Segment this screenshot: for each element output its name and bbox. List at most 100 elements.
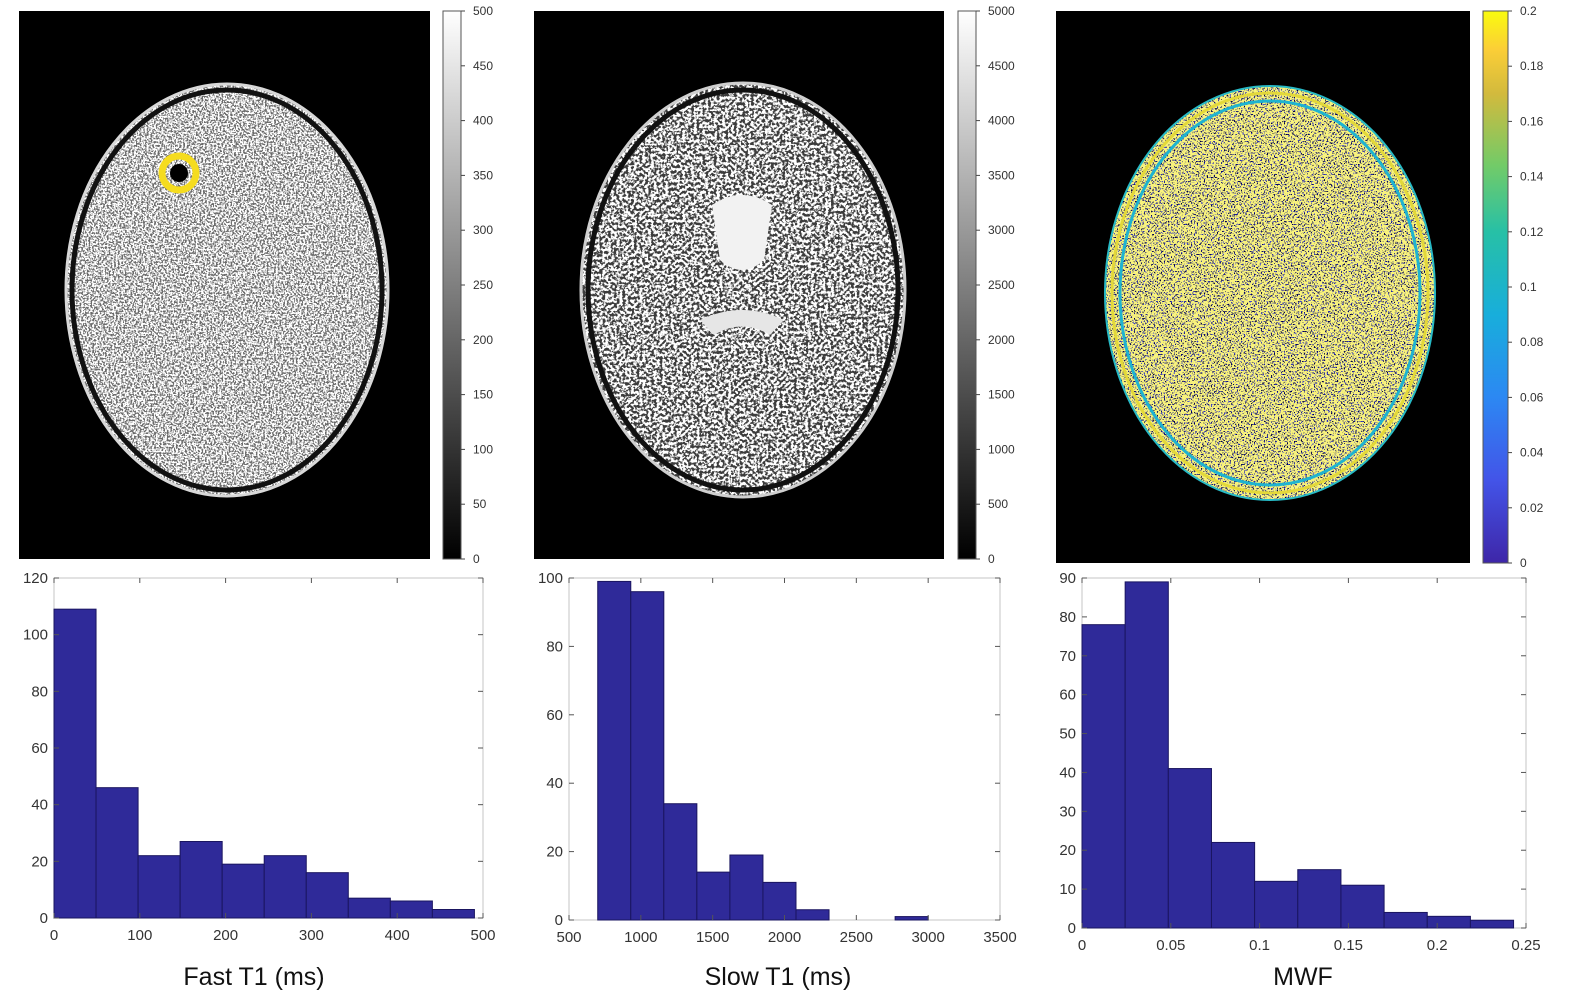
y-tick-label: 80 — [1059, 609, 1076, 626]
y-tick-label: 50 — [1059, 726, 1076, 743]
histogram-bar — [1210, 841, 1256, 929]
colorbar-tick-label: 150 — [473, 388, 493, 402]
histogram-bar — [305, 872, 349, 919]
y-tick-label: 100 — [23, 627, 48, 644]
histogram-bar — [221, 863, 265, 919]
colorbar-tick-label: 0.06 — [1520, 390, 1544, 404]
histogram-bar — [347, 897, 391, 919]
colorbar-tick-label: 0 — [988, 552, 995, 566]
colorbar-tick-label: 250 — [473, 278, 493, 292]
fast-t1-colorbar — [442, 10, 462, 560]
fast-t1-xlabel: Fast T1 (ms) — [183, 963, 324, 991]
colorbar-tick-label: 0.16 — [1520, 114, 1544, 128]
colorbar-tick-label: 0.1 — [1520, 280, 1537, 294]
histogram-bar — [663, 803, 698, 921]
x-tick-label: 500 — [470, 927, 495, 944]
histogram-bar — [630, 591, 665, 921]
slow-t1-histogram: 500 1000 1500 2000 2500 3000 3500 0 20 40 60 80 100 — [538, 570, 1017, 946]
x-tick-label: 0 — [50, 927, 58, 944]
histogram-bar — [263, 855, 307, 919]
colorbar-tick-label: 500 — [988, 497, 1008, 511]
y-tick-label: 40 — [546, 775, 563, 792]
y-tick-label: 100 — [538, 570, 563, 587]
colorbar-tick-label: 2000 — [988, 333, 1015, 347]
colorbar-tick-label: 0.08 — [1520, 335, 1544, 349]
histogram-bar — [431, 909, 475, 919]
x-tick-label: 0.2 — [1427, 937, 1448, 954]
histogram-bar — [1081, 624, 1126, 929]
y-tick-label: 60 — [31, 740, 48, 757]
fast-t1-brain-image — [64, 82, 390, 498]
fast-t1-histogram: 0 100 200 300 400 500 0 20 40 60 80 100 120 — [23, 570, 496, 944]
x-tick-label: 0.15 — [1334, 937, 1363, 954]
y-tick-label: 80 — [546, 638, 563, 655]
colorbar-tick-label: 1500 — [988, 388, 1015, 402]
slow-t1-brain-image — [579, 81, 907, 499]
colorbar-tick-label: 0 — [1520, 556, 1527, 570]
x-tick-label: 2000 — [768, 929, 801, 946]
mwf-brain-image — [1104, 85, 1436, 501]
y-tick-label: 0 — [555, 912, 563, 929]
colorbar-tick-label: 3500 — [988, 168, 1015, 182]
x-tick-label: 500 — [556, 929, 581, 946]
y-tick-label: 90 — [1059, 570, 1076, 587]
colorbar-tick-label: 4000 — [988, 114, 1015, 128]
histogram-bar — [696, 871, 731, 921]
colorbar-tick-label: 400 — [473, 114, 493, 128]
y-tick-label: 0 — [40, 910, 48, 927]
y-tick-label: 20 — [31, 853, 48, 870]
colorbar-tick-label: 1000 — [988, 442, 1015, 456]
colorbar-tick-label: 350 — [473, 168, 493, 182]
x-tick-label: 100 — [127, 927, 152, 944]
colorbar-tick-label: 4500 — [988, 59, 1015, 73]
colorbar-tick-label: 500 — [473, 4, 493, 18]
histogram-bar — [795, 909, 830, 921]
x-tick-label: 300 — [299, 927, 324, 944]
x-tick-label: 200 — [213, 927, 238, 944]
colorbar-tick-label: 450 — [473, 59, 493, 73]
histogram-bar — [894, 916, 929, 921]
y-tick-label: 20 — [1059, 842, 1076, 859]
colorbar-tick-label: 0.18 — [1520, 59, 1544, 73]
y-tick-label: 60 — [1059, 687, 1076, 704]
mwf-xlabel: MWF — [1273, 963, 1333, 991]
histogram-bar — [597, 580, 632, 921]
roi-ring-icon — [158, 152, 200, 194]
y-tick-label: 60 — [546, 707, 563, 724]
histogram-bar — [1297, 869, 1342, 929]
colorbar-tick-label: 0.2 — [1520, 4, 1537, 18]
colorbar-tick-label: 200 — [473, 333, 493, 347]
y-tick-label: 0 — [1068, 920, 1076, 937]
y-tick-label: 120 — [23, 570, 48, 587]
histogram-bar — [762, 881, 797, 921]
x-tick-label: 0 — [1078, 937, 1086, 954]
x-tick-label: 0.25 — [1511, 937, 1540, 954]
histogram-bar — [729, 854, 764, 921]
histogram-bar — [1340, 884, 1385, 929]
x-tick-label: 0.1 — [1249, 937, 1270, 954]
colorbar-tick-label: 2500 — [988, 278, 1015, 292]
colorbar-tick-label: 3000 — [988, 223, 1015, 237]
x-tick-label: 400 — [385, 927, 410, 944]
y-tick-label: 40 — [1059, 764, 1076, 781]
histogram-bar — [53, 608, 97, 919]
x-tick-label: 1500 — [696, 929, 729, 946]
fast-t1-colorbar-ticks: 0 50 100 150 200 250 300 350 400 450 500 — [461, 4, 493, 566]
colorbar-tick-label: 0.02 — [1520, 501, 1544, 515]
histogram-bar — [95, 787, 139, 919]
colorbar-tick-label: 5000 — [988, 4, 1015, 18]
colorbar-tick-label: 300 — [473, 223, 493, 237]
colorbar-tick-label: 100 — [473, 442, 493, 456]
mwf-histogram: 0 0.05 0.1 0.15 0.2 0.25 0 10 20 30 40 50 60 70 80 90 — [1059, 570, 1540, 954]
mwf-colorbar — [1482, 10, 1509, 564]
histogram-bar — [1469, 919, 1515, 929]
colorbar-tick-label: 0.04 — [1520, 446, 1544, 460]
y-tick-label: 70 — [1059, 648, 1076, 665]
histogram-bar — [1124, 581, 1169, 929]
fast-t1-map-panel: 0 50 100 150 200 250 300 350 400 450 500 — [19, 4, 493, 566]
mwf-map-panel: 0 0.02 0.04 0.06 0.08 0.1 0.12 0.14 0.16 0.18 0.2 — [1056, 4, 1544, 570]
y-tick-label: 10 — [1059, 881, 1076, 898]
histogram-bar — [1383, 911, 1428, 929]
colorbar-tick-label: 0.12 — [1520, 225, 1544, 239]
